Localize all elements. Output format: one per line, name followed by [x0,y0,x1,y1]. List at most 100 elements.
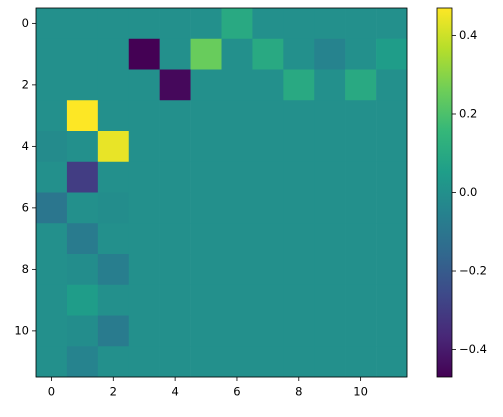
heatmap-cell [190,346,222,378]
heatmap-cell [97,254,130,286]
colorbar-tick-label: −0.2 [459,264,487,278]
heatmap-cell [283,284,315,316]
heatmap-cell [97,69,130,101]
heatmap-cell [190,254,222,286]
heatmap-cell [221,131,253,163]
heatmap-cell [376,254,408,286]
heatmap-cell [128,346,160,378]
colorbar-tick-label: 0.4 [459,28,477,42]
heatmap-cell [66,223,99,255]
heatmap-cell [345,131,377,163]
heatmap-cell [345,315,377,347]
heatmap-cell [36,223,68,255]
heatmap-cell [345,223,377,255]
heatmap-cell [376,100,408,132]
heatmap-cell [159,192,191,224]
x-tick-label: 6 [233,385,240,399]
heatmap-cell [314,131,346,163]
heatmap-cell [190,192,222,224]
heatmap-cell [36,192,68,224]
heatmap-cell [221,223,253,255]
heatmap-cell [190,100,222,132]
heatmap-cell [97,223,130,255]
heatmap-cell [97,100,130,132]
heatmap-cell [252,8,284,40]
heatmap-cell [221,284,253,316]
heatmap-cell [159,161,191,193]
heatmap-cell [221,254,253,286]
heatmap-cell [128,223,160,255]
heatmap-cell [252,315,284,347]
heatmap-cell [36,100,68,132]
heatmap-cell [376,38,408,70]
heatmap-cell [36,315,68,347]
heatmap-cell [190,315,222,347]
heatmap-cell [66,8,99,40]
x-tick-label: 4 [171,385,178,399]
heatmap-cell [190,284,222,316]
heatmap-cell [159,223,191,255]
heatmap-cell [66,346,99,378]
colorbar-tick-label: −0.4 [459,342,487,356]
heatmap-cell [97,192,130,224]
heatmap-cell [221,161,253,193]
heatmap-cell [376,69,408,101]
heatmap-cell [36,284,68,316]
heatmap-cell [314,254,346,286]
heatmap-cell [314,38,346,70]
heatmap-cell [314,192,346,224]
heatmap-cell [376,161,408,193]
heatmap-cell [128,284,160,316]
heatmap-cell [36,346,68,378]
heatmap-cell [345,192,377,224]
heatmap-cell [128,69,160,101]
x-tick-label: 0 [48,385,55,399]
heatmap-cell [283,131,315,163]
heatmap-cell [66,284,99,316]
heatmap-cell [97,161,130,193]
colorbar [436,7,453,378]
heatmap-cell [252,69,284,101]
heatmap-cell [97,315,130,347]
heatmap-cell [314,69,346,101]
heatmap-cell [159,284,191,316]
x-tick-label: 8 [295,385,302,399]
heatmap-cell [252,38,284,70]
heatmap-cell [97,8,130,40]
heatmap-cell [283,223,315,255]
colorbar-tick-label: 0.0 [459,185,477,199]
heatmap-cell [345,69,377,101]
heatmap-cell [345,346,377,378]
heatmap-cell [190,69,222,101]
heatmap-cell [252,192,284,224]
heatmap-cell [159,131,191,163]
heatmap-cell [283,315,315,347]
heatmap-cell [283,254,315,286]
heatmap-cell [314,161,346,193]
heatmap-cell [314,284,346,316]
heatmap-cell [252,100,284,132]
heatmap-cell [36,161,68,193]
heatmap-cell [345,284,377,316]
heatmap-cell [283,346,315,378]
heatmap-cell [252,161,284,193]
heatmap-cell [128,38,160,70]
heatmap-cell [314,8,346,40]
heatmap-cell [128,100,160,132]
heatmap-cell [376,8,408,40]
heatmap-cell [376,284,408,316]
heatmap-cell [190,8,222,40]
heatmap-cell [159,69,191,101]
heatmap-cell [66,38,99,70]
heatmap-cell [128,161,160,193]
heatmap-cell [36,69,68,101]
heatmap-cell [252,254,284,286]
heatmap-cell [159,38,191,70]
heatmap-cell [283,69,315,101]
heatmap-cell [221,315,253,347]
y-tick-label: 4 [22,139,29,153]
heatmap-cell [314,100,346,132]
heatmap-cell [283,192,315,224]
heatmap-cell [283,8,315,40]
